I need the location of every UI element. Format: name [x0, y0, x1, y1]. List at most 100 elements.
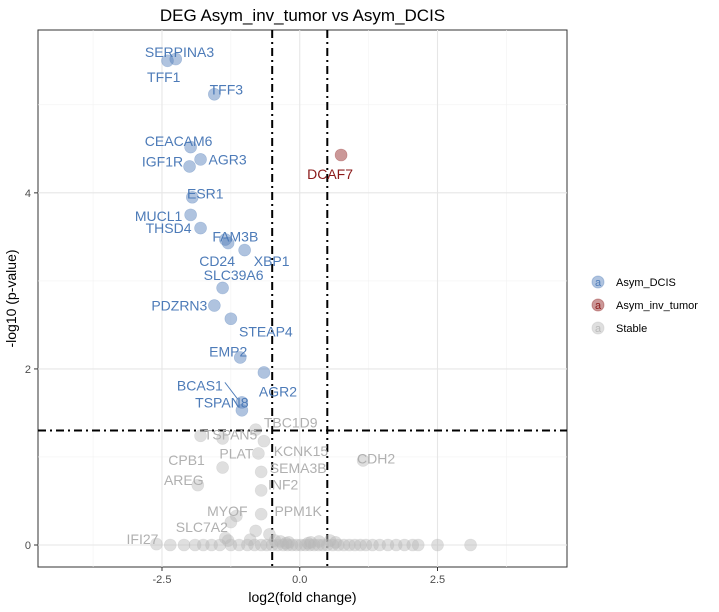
data-point [320, 538, 334, 552]
point-label: SLC7A2 [176, 519, 228, 535]
y-tick-label: 2 [25, 364, 31, 376]
data-point [285, 538, 299, 552]
point-label: PDZRN3 [151, 298, 207, 314]
data-point [194, 429, 207, 443]
data-point [281, 538, 294, 552]
point-label: INF2 [268, 476, 299, 492]
data-point [224, 538, 238, 552]
data-point [238, 243, 251, 257]
point-label: KCNK15 [274, 443, 329, 459]
data-point [263, 528, 276, 541]
data-point [219, 233, 232, 246]
x-tick-label: 0.0 [292, 574, 307, 586]
data-point [406, 538, 420, 552]
data-point [326, 538, 340, 552]
point-label: DCAF7 [307, 166, 353, 182]
data-point [197, 538, 210, 552]
point-label: TFF1 [147, 69, 181, 85]
point-label: IFI27 [127, 531, 159, 547]
point-label: SERPINA3 [145, 44, 214, 60]
legend-key [591, 275, 605, 289]
data-point [249, 423, 262, 436]
data-point [337, 538, 351, 552]
point-label: AREG [164, 472, 204, 488]
data-point [271, 538, 285, 552]
data-point [205, 538, 218, 552]
point-label: PLAT [219, 445, 253, 461]
point-label: XBP1 [254, 253, 290, 269]
point-label: BCAS1 [177, 377, 223, 393]
data-point [312, 538, 325, 552]
point-label: CDH2 [357, 450, 395, 466]
legend-key [591, 321, 605, 335]
point-label: SLC39A6 [204, 267, 264, 283]
chart-title: DEG Asym_inv_tumor vs Asym_DCIS [160, 6, 445, 25]
point-labels: SERPINA3 TFF1 TFF3 CEACAM6 IGF1R AGR3 ESR1MUCL… [127, 44, 396, 547]
data-point [316, 538, 330, 552]
x-tick-label: 2.5 [430, 574, 445, 586]
data-point [224, 312, 238, 326]
data-point [303, 538, 316, 552]
data-point [224, 515, 238, 529]
data-point [274, 535, 287, 548]
data-point [276, 538, 290, 552]
data-point [381, 538, 395, 552]
point-label: CPB1 [168, 452, 205, 468]
data-point [254, 465, 268, 479]
data-point [233, 351, 247, 364]
data-point [290, 538, 303, 552]
legend-glyph: a [595, 300, 602, 312]
data-point [191, 478, 205, 492]
y-tick-label: 4 [25, 188, 31, 200]
data-point [219, 531, 232, 545]
data-point [282, 536, 296, 549]
data-point [194, 153, 207, 166]
data-point [257, 366, 271, 379]
data-point [354, 538, 367, 552]
data-point [213, 538, 227, 552]
data-point [334, 148, 348, 162]
x-tick-label: -2.5 [153, 574, 172, 586]
point-label: CD24 [199, 253, 235, 269]
label-connector-line [224, 382, 239, 400]
data-point [208, 87, 221, 101]
legend-label: Asym_DCIS [616, 277, 676, 289]
data-point [216, 432, 229, 445]
grid-lines [38, 30, 567, 567]
data-point [304, 536, 318, 549]
data-point [348, 538, 362, 552]
point-label: AGR3 [208, 151, 246, 167]
data-point [257, 434, 271, 448]
data-point [411, 538, 425, 552]
data-point [208, 299, 221, 312]
x-axis-title: log2(fold change) [248, 589, 356, 605]
point-label: CEACAM6 [145, 133, 213, 149]
point-label: ESR1 [187, 185, 224, 201]
data-point [312, 535, 326, 548]
legend-glyph: a [595, 323, 602, 335]
legend-key [591, 298, 605, 312]
data-point [243, 533, 257, 547]
point-label: IGF1R [142, 153, 183, 169]
y-axis-title: -log10 (p-value) [3, 249, 19, 347]
data-point [356, 454, 370, 467]
point-label: AGR2 [259, 383, 297, 399]
data-point [221, 236, 235, 250]
data-point [398, 538, 411, 552]
point-label: FAM3B [212, 229, 258, 245]
data-point [279, 536, 293, 550]
data-point [184, 208, 197, 222]
data-point [298, 538, 312, 552]
data-point [252, 447, 265, 460]
data-point [359, 538, 373, 552]
legend-label: Stable [616, 323, 647, 335]
threshold-lines [38, 30, 567, 567]
point-label: MUCL1 [135, 208, 183, 224]
data-point [169, 52, 183, 66]
point-label: THSD4 [146, 220, 192, 236]
data-point [230, 509, 243, 523]
data-point [249, 524, 262, 538]
data-point [254, 484, 268, 497]
